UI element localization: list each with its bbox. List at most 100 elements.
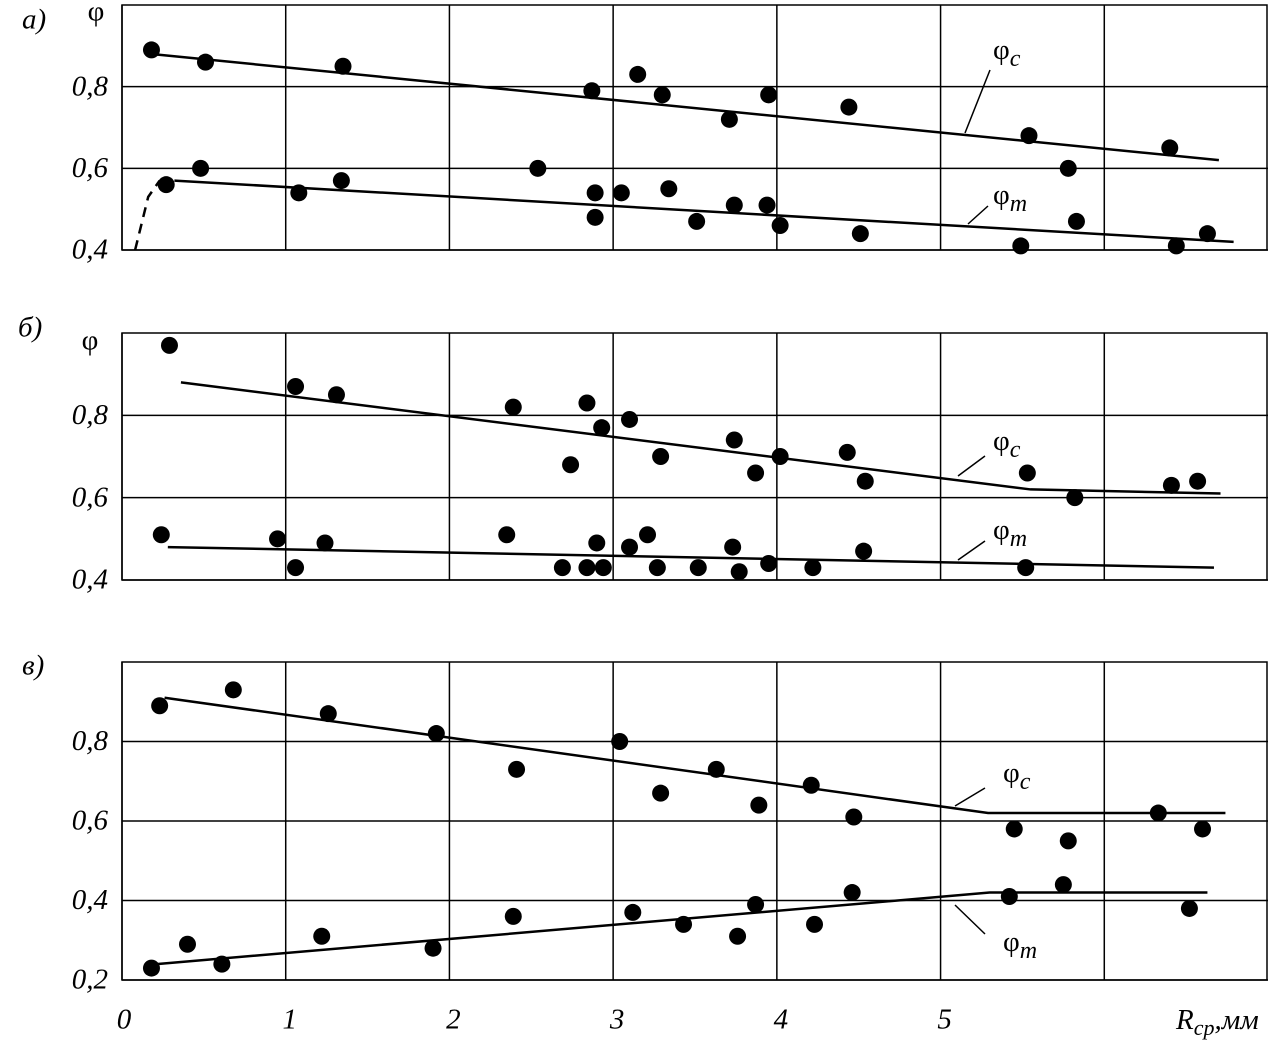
panel-label: в) (22, 650, 44, 682)
data-point (760, 555, 778, 573)
data-point (269, 530, 287, 548)
data-point (593, 419, 611, 437)
data-point (621, 410, 639, 428)
data-point (498, 526, 516, 544)
data-point (1017, 559, 1035, 577)
data-point (504, 907, 522, 925)
y-tick-label: 0,8 (72, 725, 109, 757)
x-tick-label: 3 (609, 1004, 625, 1036)
y-tick-label: 0,6 (72, 152, 109, 184)
data-point (1059, 832, 1077, 850)
data-point (725, 431, 743, 449)
data-point (213, 955, 231, 973)
data-point (729, 927, 747, 945)
x-axis-label: Rср,мм (1175, 1004, 1259, 1040)
data-point (758, 196, 776, 214)
annotation-leader (954, 904, 986, 935)
x-tick-label: 5 (937, 1004, 952, 1036)
data-point (157, 176, 175, 194)
data-point (562, 456, 580, 474)
data-point (224, 681, 242, 699)
trend-line (151, 52, 1220, 162)
series-label: φc (993, 34, 1021, 72)
y-axis-label: φ (88, 0, 105, 28)
x-tick-label: 4 (774, 1004, 789, 1036)
panel-label: а) (22, 4, 46, 36)
series-label-name: φ (993, 425, 1010, 457)
series-label-sub: c (1010, 46, 1021, 72)
series-label: φc (1003, 757, 1031, 795)
data-point (1018, 464, 1036, 482)
data-point (1066, 489, 1084, 507)
data-point (1005, 820, 1023, 838)
data-point (196, 53, 214, 71)
data-point (845, 808, 863, 826)
data-point (313, 927, 331, 945)
data-point (675, 915, 693, 933)
data-point (771, 448, 789, 465)
data-point (652, 448, 670, 465)
data-point (1167, 237, 1185, 255)
plot-frame (121, 332, 1268, 581)
data-point (653, 86, 671, 104)
data-point (319, 705, 337, 723)
series-label-name: φ (1003, 757, 1020, 789)
series-label: φm (993, 514, 1027, 552)
trend-line (180, 381, 1221, 495)
series-label-name: φ (1003, 926, 1020, 958)
data-point (1198, 225, 1216, 243)
data-point (594, 559, 612, 577)
data-point (553, 559, 571, 577)
annotation-leader (954, 787, 986, 807)
x-tick-label: 0 (117, 1004, 132, 1036)
data-point (588, 534, 606, 552)
data-point (290, 184, 308, 202)
data-point (287, 559, 305, 577)
annotation-leader (957, 540, 986, 561)
data-point (1000, 888, 1018, 906)
data-point (652, 784, 670, 802)
annotation-leader (964, 69, 991, 134)
data-point (621, 538, 639, 556)
data-point (730, 563, 748, 581)
y-tick-label: 0,2 (72, 964, 108, 996)
data-point (1194, 820, 1212, 838)
data-point (611, 733, 629, 750)
data-point (720, 110, 738, 128)
series-label-sub: c (1020, 769, 1031, 795)
data-point (840, 98, 858, 116)
trend-line (167, 545, 1214, 569)
data-point (151, 697, 169, 715)
series-label-name: φ (993, 179, 1010, 211)
x-tick-label: 1 (282, 1004, 297, 1036)
data-point (316, 534, 334, 552)
x-axis-label-main: R (1175, 1004, 1194, 1036)
data-point (851, 225, 869, 243)
y-tick-label: 0,8 (72, 399, 109, 431)
data-point (843, 884, 861, 902)
x-tick-label: 2 (446, 1004, 461, 1036)
data-point (747, 464, 765, 482)
data-point (612, 184, 630, 202)
data-point (802, 776, 820, 794)
data-point (660, 180, 678, 198)
x-axis-label-sub: ср (1194, 1015, 1215, 1040)
data-point (688, 212, 706, 230)
data-point (327, 386, 345, 404)
y-tick-label: 0,8 (72, 70, 109, 102)
series-label-sub: m (1010, 526, 1027, 552)
data-point (1161, 139, 1179, 157)
data-point (529, 159, 547, 177)
data-point (855, 542, 873, 560)
data-point (508, 760, 526, 778)
series-label: φc (993, 425, 1021, 463)
data-point (771, 217, 789, 234)
data-point (750, 796, 768, 814)
data-point (424, 939, 442, 957)
series-label: φm (993, 179, 1027, 217)
data-point (192, 159, 210, 177)
data-point (578, 394, 596, 412)
series-label: φm (1003, 926, 1037, 964)
